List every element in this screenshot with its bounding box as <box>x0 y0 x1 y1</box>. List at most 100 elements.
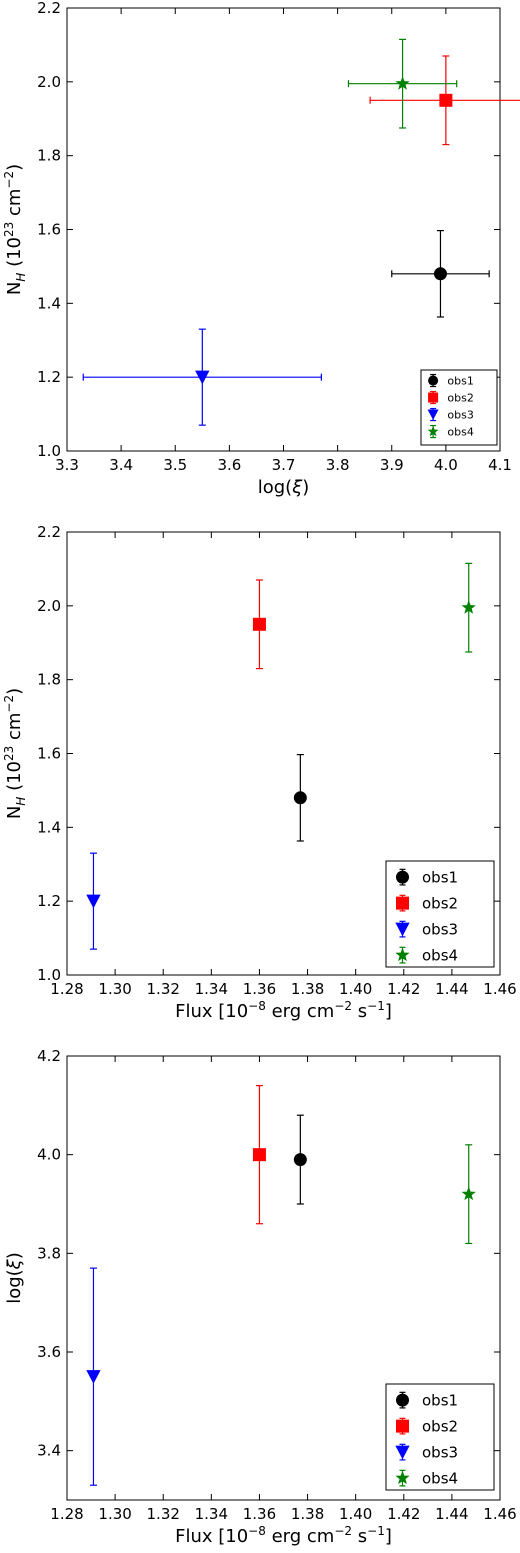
series-obs2 <box>369 55 520 146</box>
y-tick-label: 4.2 <box>37 1047 61 1065</box>
y-tick-label: 1.2 <box>37 892 61 910</box>
nh-vs-logxi-chart: 3.3 3.4 3.5 3.6 3.7 3.8 3.9 4.0 4.1 1.0 1.2 1.4 1.6 1… <box>2 0 520 498</box>
legend: obs1 obs2 obs3 obs4 <box>420 369 498 446</box>
series-obs1 <box>293 754 307 842</box>
y-axis-label: NH (1023 cm−2) <box>2 688 28 819</box>
x-tick-label: 3.6 <box>217 456 241 474</box>
x-tick-label: 1.44 <box>435 980 468 998</box>
y-tick-label: 1.2 <box>37 368 61 386</box>
x-tick-label: 1.40 <box>339 1505 372 1523</box>
data-point-obs2 <box>252 617 266 631</box>
x-tick-label: 1.38 <box>291 980 324 998</box>
y-tick-label: 3.8 <box>37 1244 61 1262</box>
plot-frame <box>66 531 501 976</box>
y-axis-label: NH (1023 cm−2) <box>2 164 28 295</box>
x-tick-label: 1.46 <box>483 980 516 998</box>
legend-marker-obs4 <box>395 1470 410 1485</box>
data-point-obs2 <box>439 93 453 107</box>
data-point-obs4 <box>461 600 476 614</box>
y-tick-label: 1.8 <box>37 147 61 165</box>
series-obs3 <box>86 852 101 950</box>
y-tick-label: 1.6 <box>37 221 61 239</box>
x-axis-label: log(ξ) <box>258 477 310 498</box>
legend: obs1 obs2 obs3 obs4 <box>385 860 495 968</box>
x-tick-label: 1.36 <box>243 1505 276 1523</box>
legend-marker-obs1 <box>428 375 439 386</box>
legend-label-obs2: obs2 <box>447 392 473 405</box>
legend: obs1 obs2 obs3 obs4 <box>385 1383 495 1491</box>
legend-marker-obs2 <box>396 1419 409 1433</box>
x-tick-label: 3.7 <box>272 456 296 474</box>
x-tick-label: 4.0 <box>434 456 458 474</box>
x-tick-label: 1.38 <box>291 1505 324 1523</box>
y-tick-label: 2.0 <box>37 597 61 615</box>
plot-frame <box>66 7 501 452</box>
x-tick-label: 1.30 <box>98 1505 131 1523</box>
legend-label-obs2: obs2 <box>422 1418 458 1436</box>
data-point-obs3 <box>86 894 101 909</box>
legend-marker-obs4 <box>395 947 410 962</box>
series-obs3 <box>82 328 322 426</box>
x-tick-label: 1.30 <box>98 980 131 998</box>
logxi-vs-flux-chart: 1.28 1.30 1.32 1.34 1.36 1.38 1.40 1.42 1.44 1.46… <box>4 1047 517 1547</box>
x-tick-label: 3.4 <box>109 456 133 474</box>
legend-label-obs3: obs3 <box>447 409 473 422</box>
y-tick-label: 2.2 <box>37 523 61 541</box>
y-tick-label: 1.4 <box>37 818 61 836</box>
nh-vs-flux-chart: 1.28 1.30 1.32 1.34 1.36 1.38 1.40 1.42 1.44 1.46… <box>2 523 517 1022</box>
legend-marker-obs2 <box>428 392 439 403</box>
x-tick-label: 1.42 <box>387 980 420 998</box>
y-tick-label: 2.2 <box>37 0 61 17</box>
legend-label-obs2: obs2 <box>422 895 458 913</box>
x-tick-label: 1.32 <box>147 1505 180 1523</box>
x-tick-label: 1.36 <box>243 980 276 998</box>
legend-marker-obs4 <box>427 425 439 437</box>
legend-label-obs1: obs1 <box>422 869 458 887</box>
x-tick-label: 1.44 <box>435 1505 468 1523</box>
data-point-obs2 <box>252 1148 266 1162</box>
y-tick-label: 1.0 <box>37 966 61 984</box>
y-tick-label: 3.4 <box>37 1442 61 1460</box>
data-point-obs1 <box>293 1153 307 1167</box>
y-axis-label: log(ξ) <box>4 1252 25 1304</box>
x-tick-label: 1.40 <box>339 980 372 998</box>
legend-marker-obs3 <box>427 409 439 421</box>
series-obs2 <box>252 579 266 670</box>
x-tick-label: 1.34 <box>195 980 228 998</box>
legend-label-obs3: obs3 <box>422 1444 458 1462</box>
y-tick-label: 1.8 <box>37 671 61 689</box>
y-tick-label: 3.6 <box>37 1343 61 1361</box>
x-tick-label: 3.3 <box>55 456 79 474</box>
series-obs4 <box>461 562 476 653</box>
legend-label-obs4: obs4 <box>422 1470 458 1488</box>
legend-marker-obs3 <box>395 1445 410 1460</box>
x-tick-label: 1.32 <box>147 980 180 998</box>
data-point-obs4 <box>461 1186 476 1201</box>
y-tick-label: 1.4 <box>37 294 61 312</box>
x-tick-label: 1.28 <box>50 980 83 998</box>
series-obs1 <box>391 230 490 318</box>
legend-marker-obs3 <box>395 922 410 937</box>
plot-frame <box>66 1055 501 1501</box>
series-obs4 <box>461 1144 476 1245</box>
x-tick-label: 1.34 <box>195 1505 228 1523</box>
legend-marker-obs2 <box>396 896 409 910</box>
legend-label-obs3: obs3 <box>422 921 458 939</box>
legend-label-obs1: obs1 <box>447 375 473 388</box>
data-point-obs3 <box>195 370 210 385</box>
x-tick-label: 3.8 <box>326 456 350 474</box>
x-tick-label: 4.1 <box>488 456 512 474</box>
x-tick-label: 1.28 <box>50 1505 83 1523</box>
x-axis-label: Flux [10−8 erg cm−2 s−1] <box>175 1524 392 1547</box>
y-tick-label: 1.0 <box>37 442 61 460</box>
y-tick-label: 4.0 <box>37 1146 61 1164</box>
data-point-obs1 <box>433 267 447 281</box>
series-obs4 <box>347 38 458 129</box>
series-obs2 <box>252 1084 266 1225</box>
legend-label-obs1: obs1 <box>422 1392 458 1410</box>
legend-label-obs4: obs4 <box>447 426 473 439</box>
x-tick-label: 1.46 <box>483 1505 516 1523</box>
data-point-obs1 <box>293 791 307 805</box>
x-axis-label: Flux [10−8 erg cm−2 s−1] <box>175 999 392 1022</box>
y-tick-label: 2.0 <box>37 73 61 91</box>
